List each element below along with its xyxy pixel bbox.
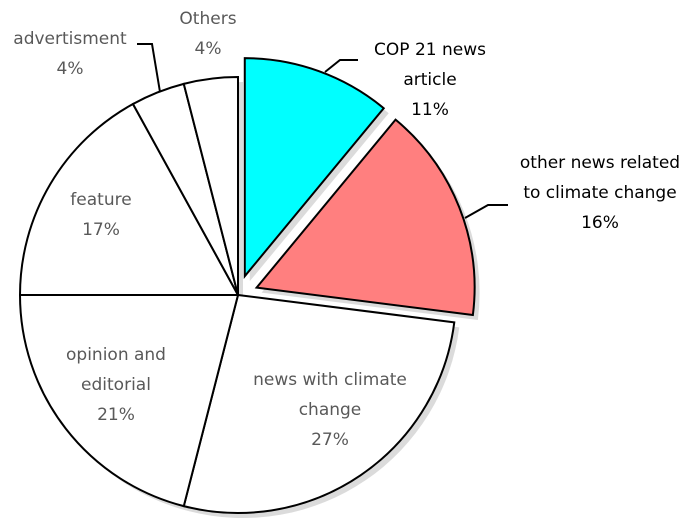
slice-label-opinion: editorial <box>81 375 151 395</box>
slice-label-advertisment: advertisment <box>13 29 127 49</box>
slice-news-climate <box>182 293 456 514</box>
slice-label-other-news: other news related <box>520 153 680 173</box>
slice-value-other-news: 16% <box>581 213 619 233</box>
slice-label-news-climate: change <box>299 400 362 420</box>
slice-feature <box>18 102 240 296</box>
pie-slices <box>18 57 476 514</box>
slice-value-feature: 17% <box>82 220 120 240</box>
slice-others <box>182 75 239 296</box>
slice-value-advertisment: 4% <box>57 59 84 79</box>
slice-label-other-news: to climate change <box>523 183 676 203</box>
slice-value-news-climate: 27% <box>311 430 349 450</box>
slice-other-news <box>254 118 476 317</box>
slice-value-cop21: 11% <box>411 100 449 120</box>
leader-line-cop21 <box>324 59 358 73</box>
slice-label-opinion: opinion and <box>66 345 166 365</box>
slice-labels: COP 21 news article 11% other news related t… <box>13 9 680 450</box>
slice-label-news-climate: news with climate <box>253 370 407 390</box>
slice-label-feature: feature <box>70 190 131 210</box>
leader-line-other-news <box>464 204 508 219</box>
slice-label-cop21: article <box>403 70 456 90</box>
leader-line-advertisment <box>137 43 161 93</box>
leader-lines <box>137 43 508 219</box>
slice-opinion <box>18 294 240 508</box>
slice-cop21 <box>243 57 386 279</box>
slice-label-cop21: COP 21 news <box>374 40 486 60</box>
slice-label-others: Others <box>179 9 236 29</box>
slice-value-others: 4% <box>195 39 222 59</box>
slice-value-opinion: 21% <box>97 405 135 425</box>
